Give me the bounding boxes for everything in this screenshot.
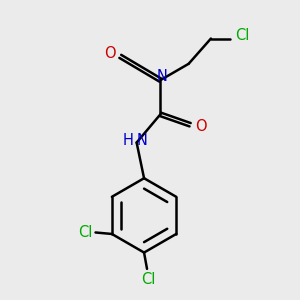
Text: Cl: Cl: [78, 225, 92, 240]
Text: N: N: [136, 133, 147, 148]
Text: O: O: [104, 46, 116, 61]
Text: N: N: [157, 69, 167, 84]
Text: H: H: [123, 133, 134, 148]
Text: O: O: [195, 119, 206, 134]
Text: Cl: Cl: [235, 28, 249, 43]
Text: Cl: Cl: [141, 272, 156, 287]
